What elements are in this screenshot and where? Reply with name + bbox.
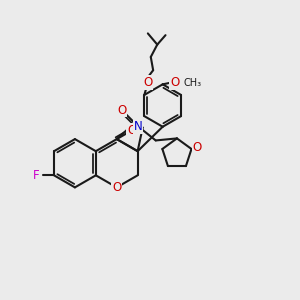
Text: O: O — [128, 124, 137, 137]
Text: N: N — [134, 120, 142, 133]
Text: O: O — [170, 76, 180, 89]
Text: O: O — [117, 103, 126, 116]
Text: O: O — [193, 141, 202, 154]
Text: O: O — [143, 76, 152, 89]
Text: CH₃: CH₃ — [183, 78, 201, 88]
Text: O: O — [112, 181, 122, 194]
Text: F: F — [32, 169, 39, 182]
